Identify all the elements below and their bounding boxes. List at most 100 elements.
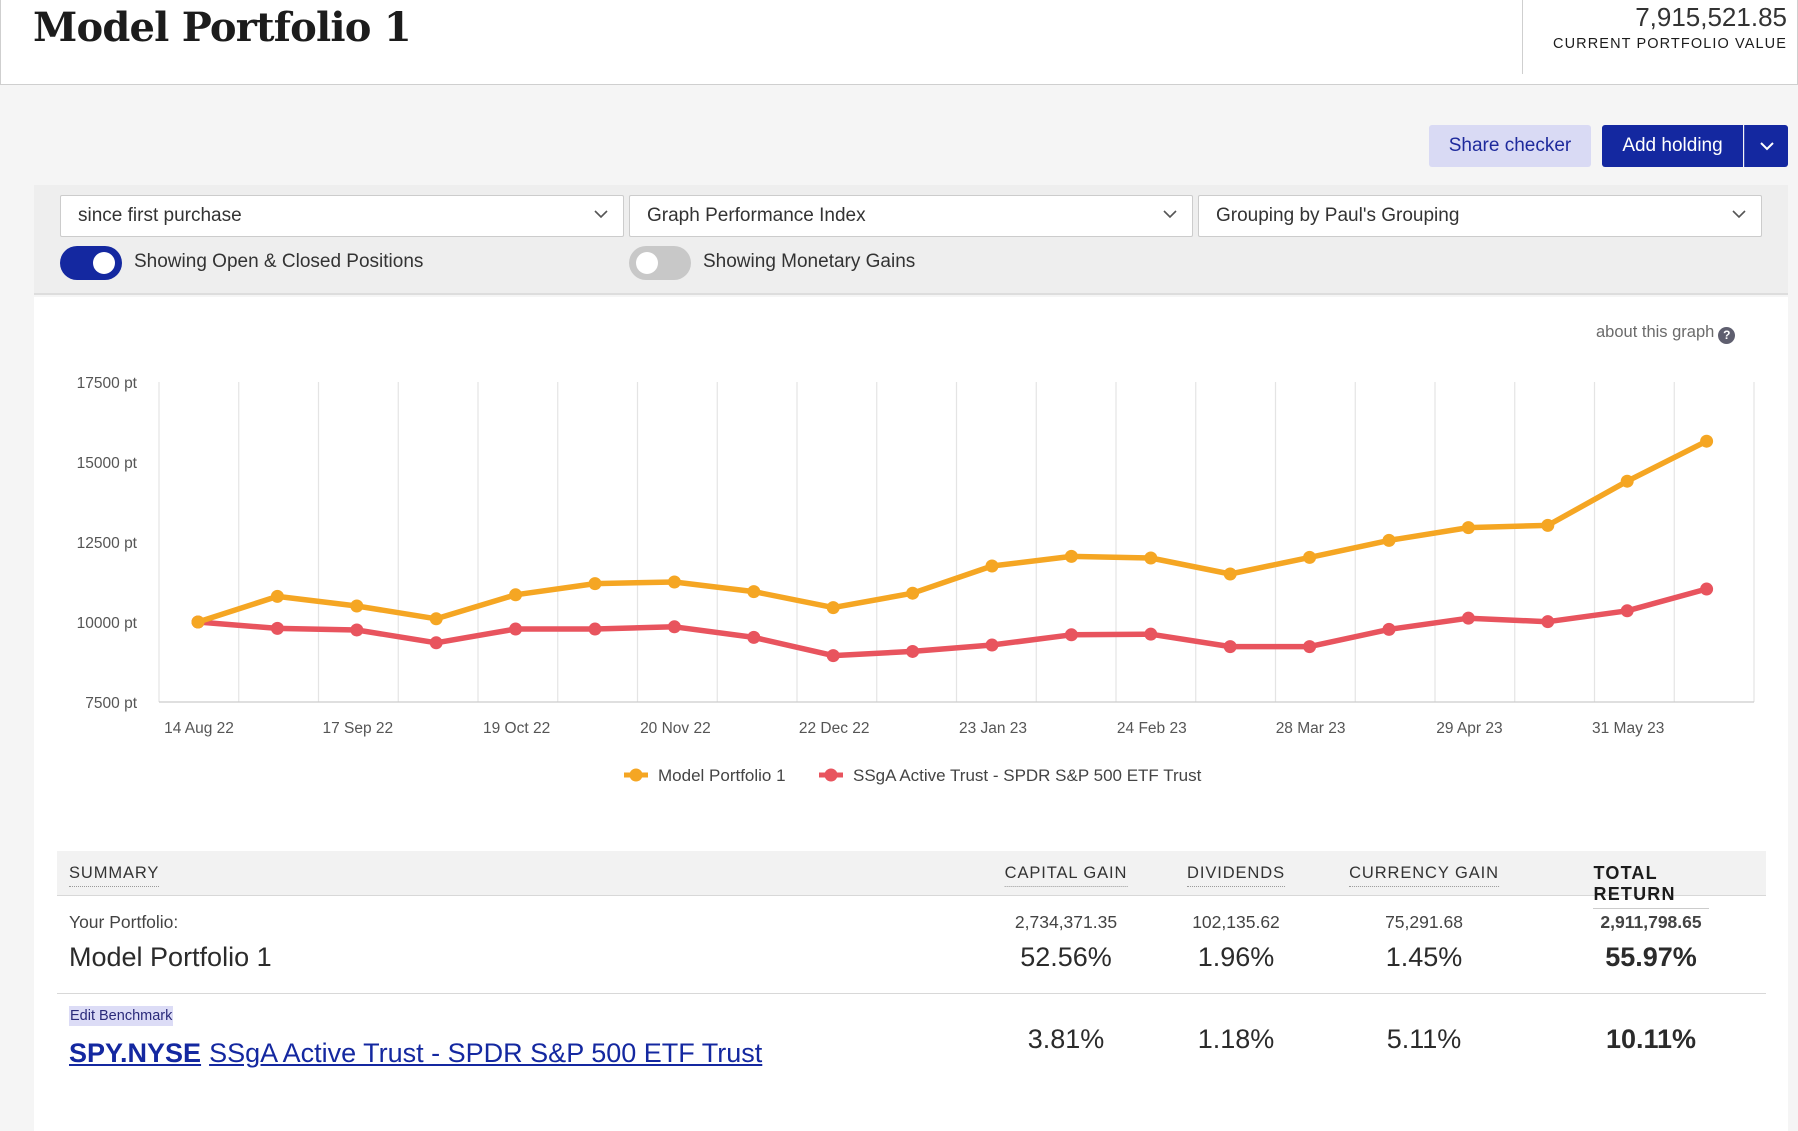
question-icon: ? (1718, 327, 1736, 344)
add-holding-button[interactable]: Add holding (1602, 125, 1743, 167)
data-point (985, 559, 999, 573)
total-return-percent: 55.97% (1605, 942, 1697, 972)
data-point (826, 601, 840, 615)
summary-header: SUMMARY (69, 864, 160, 887)
open-closed-positions-label: Showing Open & Closed Positions (134, 251, 424, 272)
chevron-down-icon (1732, 210, 1746, 219)
data-point (509, 588, 523, 602)
chevron-down-icon (1163, 210, 1177, 219)
data-point (1541, 615, 1555, 629)
data-point (1620, 474, 1634, 488)
x-tick-label: 14 Aug 22 (164, 720, 234, 737)
data-point (1700, 434, 1714, 448)
total-return-header: TOTAL RETURN (1593, 863, 1709, 909)
legend-swatch-point (824, 768, 838, 782)
legend-label: SSgA Active Trust - SPDR S&P 500 ETF Tru… (853, 766, 1202, 785)
period-select-value: since first purchase (78, 205, 242, 226)
grouping-select[interactable]: Grouping by Paul's Grouping (1198, 195, 1762, 237)
data-point (1064, 549, 1078, 563)
page-header: Model Portfolio 1 7,915,521.85 CURRENT P… (0, 0, 1798, 85)
about-graph-link[interactable]: about this graph? (1596, 323, 1736, 344)
summary-header-row: SUMMARY CAPITAL GAIN DIVIDENDS CURRENCY … (57, 851, 1766, 909)
x-tick-label: 31 May 23 (1592, 720, 1664, 737)
data-point (747, 630, 761, 644)
legend-swatch-point (629, 768, 643, 782)
data-point (1303, 640, 1317, 654)
benchmark-summary-row: Edit Benchmark SPY.NYSE SSgA Active Trust… (57, 994, 1766, 1092)
data-point (588, 577, 602, 591)
benchmark-currency-gain-percent: 5.11% (1386, 1024, 1462, 1054)
data-point (906, 644, 920, 658)
performance-chart: 7500 pt 10000 pt 12500 pt 15000 pt 17500 pt 1… (77, 375, 1755, 785)
monetary-gains-label: Showing Monetary Gains (703, 251, 916, 272)
y-tick-label: 17500 pt (77, 375, 138, 392)
share-checker-button[interactable]: Share checker (1429, 125, 1591, 167)
capital-gain-percent: 52.56% (1020, 942, 1112, 972)
dividends-percent: 1.96% (1197, 942, 1275, 972)
summary-table: SUMMARY CAPITAL GAIN DIVIDENDS CURRENCY … (57, 851, 1766, 1092)
portfolio-value-label: CURRENT PORTFOLIO VALUE (1553, 36, 1787, 52)
data-point (350, 623, 364, 637)
data-point (1382, 622, 1396, 636)
y-tick-label: 12500 pt (77, 535, 138, 552)
y-tick-label: 15000 pt (77, 455, 138, 472)
data-point (667, 620, 681, 634)
data-point (1461, 521, 1475, 535)
chevron-down-icon (594, 210, 608, 219)
data-point (1223, 640, 1237, 654)
x-tick-label: 29 Apr 23 (1436, 720, 1502, 737)
y-tick-label: 7500 pt (85, 695, 137, 712)
benchmark-name-link[interactable]: SSgA Active Trust - SPDR S&P 500 ETF Tru… (209, 1038, 763, 1068)
data-point (1303, 550, 1317, 564)
toggle-knob (636, 252, 658, 274)
data-point (350, 599, 364, 613)
data-point (906, 586, 920, 600)
filter-bar: since first purchase Graph Performance I… (34, 185, 1788, 295)
data-point (1144, 627, 1158, 641)
benchmark-total-return-percent: 10.11% (1605, 1024, 1697, 1054)
data-point (1144, 551, 1158, 565)
data-point (1541, 518, 1555, 532)
benchmark-code-link[interactable]: SPY.NYSE (69, 1038, 202, 1068)
monetary-gains-toggle[interactable] (629, 246, 691, 280)
portfolio-value-box: 7,915,521.85 CURRENT PORTFOLIO VALUE (1522, 0, 1798, 74)
data-point (1064, 628, 1078, 642)
data-point (270, 621, 284, 635)
legend-label: Model Portfolio 1 (658, 766, 786, 785)
data-point (270, 589, 284, 603)
graph-type-select-value: Graph Performance Index (647, 205, 866, 226)
benchmark-dividends-percent: 1.18% (1197, 1024, 1275, 1054)
period-select[interactable]: since first purchase (60, 195, 624, 237)
graph-type-select[interactable]: Graph Performance Index (629, 195, 1193, 237)
data-point (826, 649, 840, 663)
data-point (1461, 611, 1475, 625)
series-line (195, 586, 1710, 659)
edit-benchmark-button[interactable]: Edit Benchmark (69, 1006, 174, 1026)
open-closed-positions-toggle[interactable] (60, 246, 122, 280)
x-tick-label: 28 Mar 23 (1276, 720, 1346, 737)
data-point (747, 585, 761, 599)
data-point (191, 615, 205, 629)
data-point (667, 575, 681, 589)
x-tick-label: 20 Nov 22 (640, 720, 711, 737)
data-point (429, 612, 443, 626)
page-title: Model Portfolio 1 (33, 4, 412, 51)
add-holding-menu-button[interactable] (1744, 125, 1788, 167)
total-return-value: 2,911,798.65 (1600, 912, 1702, 932)
portfolio-value: 7,915,521.85 (1635, 2, 1787, 32)
data-point (985, 638, 999, 652)
data-point (1382, 533, 1396, 547)
data-point (588, 622, 602, 636)
portfolio-summary-row: Your Portfolio: Model Portfolio 1 2,734,… (57, 896, 1766, 994)
data-point (429, 636, 443, 650)
chevron-down-icon (1759, 142, 1774, 151)
currency-gain-percent: 1.45% (1385, 942, 1463, 972)
series-line (195, 438, 1710, 625)
data-point (1700, 582, 1714, 596)
about-graph-label: about this graph (1596, 323, 1715, 341)
x-tick-label: 23 Jan 23 (959, 720, 1027, 737)
x-tick-label: 17 Sep 22 (322, 720, 393, 737)
toggle-knob (93, 252, 115, 274)
data-point (1223, 567, 1237, 581)
x-tick-label: 24 Feb 23 (1117, 720, 1187, 737)
